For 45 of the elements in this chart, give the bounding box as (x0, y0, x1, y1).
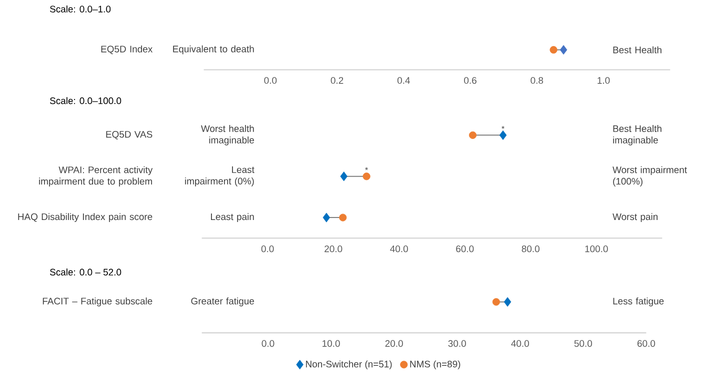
annotation: Least impairment (0%) (185, 166, 254, 187)
x-tick-label: 50.0 (574, 340, 592, 348)
x-tick-label: 60.0 (456, 246, 474, 252)
y-tick-label: WPAI: Percent activity impairment due to problem (39, 166, 153, 187)
x-tick-label: 60.0 (637, 340, 656, 348)
point (340, 172, 348, 182)
x-tick-label: 0.0 (264, 77, 277, 84)
y-tick-label: FACIT – Fatigue subscale (42, 298, 152, 306)
x-tick-label: 10.0 (322, 340, 340, 348)
x-tick-label: 20.0 (385, 340, 403, 348)
annotation: Least pain (211, 213, 254, 222)
point (322, 212, 330, 223)
point (468, 132, 477, 140)
text: Scale: 0.0–100.0 (50, 97, 122, 104)
legend-label: Non-Switcher (n=51) (306, 360, 392, 370)
annotation: Best Health imaginable (613, 125, 662, 146)
annotation: Less fatigue (613, 298, 664, 306)
y-tick-label: EQ5D Index (101, 46, 153, 54)
y-tick-label: EQ5D VAS (106, 131, 152, 140)
annotation: Worst pain (612, 213, 658, 222)
annotation: Worst health imaginable (200, 125, 254, 146)
legend-label: NMS (n=89) (410, 360, 460, 370)
x-tick-label: 0.2 (330, 77, 344, 84)
annotation: Worst impairment (100%) (612, 166, 687, 187)
text: Scale: 0.0 – 52.0 (50, 268, 122, 276)
x-tick-label: 80.0 (522, 246, 540, 252)
x-tick-label: 100.0 (585, 246, 608, 252)
point (362, 172, 370, 180)
x-tick-label: 0.4 (397, 77, 410, 84)
annotation: Greater fatigue (191, 298, 254, 306)
y-tick-label: HAQ Disability Index pain score (18, 213, 152, 222)
x-tick-label: 0.0 (261, 246, 274, 252)
point (499, 130, 507, 140)
x-tick-label: 0.8 (530, 77, 544, 84)
x-tick-label: 30.0 (448, 340, 466, 348)
text: Scale: 0.0–1.0 (50, 6, 111, 13)
x-tick-label: 0.6 (464, 77, 476, 84)
x-tick-label: 0.0 (262, 340, 274, 348)
annotation: Equivalent to death (173, 46, 254, 54)
x-tick-label: 40.0 (390, 246, 408, 252)
annotation: Best Health (613, 46, 662, 54)
x-tick-label: 1.0 (598, 77, 610, 84)
x-tick-label: 20.0 (324, 246, 342, 252)
x-tick-label: 40.0 (511, 340, 529, 348)
point (339, 214, 347, 222)
